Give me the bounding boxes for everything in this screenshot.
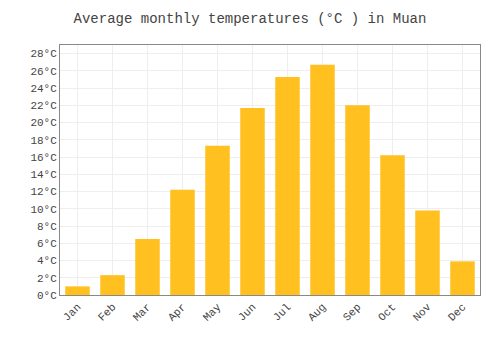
svg-text:6°C: 6°C <box>37 238 57 250</box>
svg-text:Mar: Mar <box>131 301 153 323</box>
svg-text:24°C: 24°C <box>30 83 57 95</box>
svg-text:20°C: 20°C <box>30 117 57 129</box>
svg-text:Apr: Apr <box>166 301 188 323</box>
svg-text:22°C: 22°C <box>30 100 57 112</box>
svg-text:Aug: Aug <box>306 301 328 323</box>
svg-text:10°C: 10°C <box>30 204 57 216</box>
svg-text:May: May <box>201 301 224 324</box>
svg-text:Nov: Nov <box>411 301 434 324</box>
svg-text:18°C: 18°C <box>30 135 57 147</box>
svg-text:2°C: 2°C <box>37 273 57 285</box>
svg-text:Feb: Feb <box>96 301 118 323</box>
svg-text:4°C: 4°C <box>37 255 57 267</box>
svg-text:Average monthly temperatures (: Average monthly temperatures (°C ) in Mu… <box>74 11 427 27</box>
svg-text:0°C: 0°C <box>37 290 57 302</box>
svg-text:16°C: 16°C <box>30 152 57 164</box>
svg-text:12°C: 12°C <box>30 186 57 198</box>
svg-text:14°C: 14°C <box>30 169 57 181</box>
svg-text:Jul: Jul <box>271 301 293 323</box>
svg-text:Oct: Oct <box>376 301 398 323</box>
svg-text:Dec: Dec <box>446 301 468 323</box>
svg-text:Jun: Jun <box>236 301 258 323</box>
svg-text:28°C: 28°C <box>30 48 57 60</box>
svg-text:Jan: Jan <box>61 301 83 323</box>
svg-text:Sep: Sep <box>341 301 363 323</box>
svg-text:8°C: 8°C <box>37 221 57 233</box>
svg-text:26°C: 26°C <box>30 66 57 78</box>
